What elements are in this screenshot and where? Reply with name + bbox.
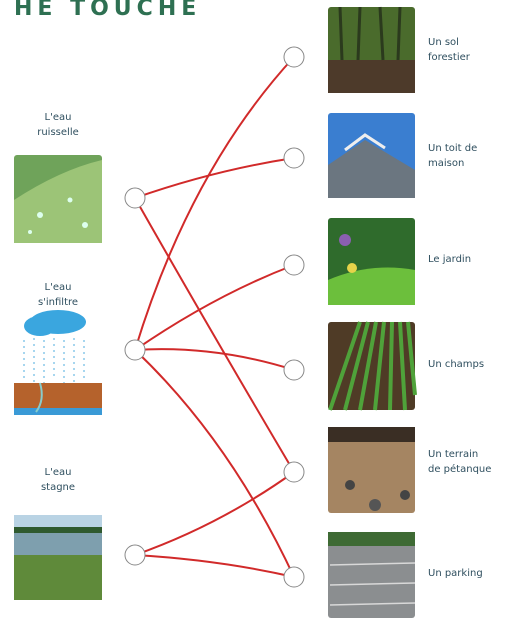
left-label: s'infiltre xyxy=(38,297,78,308)
left-label: stagne xyxy=(41,482,75,493)
worksheet: HE TOUCHE xyxy=(0,0,521,621)
left-label: ruisselle xyxy=(37,127,79,138)
image-stagne xyxy=(14,515,102,600)
image-champs xyxy=(328,322,415,410)
image-toit xyxy=(328,113,415,198)
image-jardin xyxy=(328,218,415,305)
right-label: Un toit de xyxy=(428,143,477,154)
connections xyxy=(135,57,294,577)
connector-dots xyxy=(125,47,304,587)
right-label: Un parking xyxy=(428,568,483,579)
image-petanque xyxy=(328,427,415,513)
title: HE TOUCHE xyxy=(14,0,201,21)
right-label: Le jardin xyxy=(428,254,471,265)
right-label: forestier xyxy=(428,52,471,63)
right-label: Un terrain xyxy=(428,449,478,460)
image-ruisselle xyxy=(14,155,102,243)
left-label: L'eau xyxy=(45,282,72,293)
right-label: Un sol xyxy=(428,37,459,48)
matching-exercise: HE TOUCHE xyxy=(0,0,521,621)
image-forestier xyxy=(328,7,415,93)
right-label: Un champs xyxy=(428,359,484,370)
left-label: L'eau xyxy=(45,467,72,478)
image-infiltre xyxy=(14,310,102,415)
right-label: maison xyxy=(428,158,464,169)
image-parking xyxy=(328,532,415,618)
left-label: L'eau xyxy=(45,112,72,123)
right-label: de pétanque xyxy=(428,463,491,475)
